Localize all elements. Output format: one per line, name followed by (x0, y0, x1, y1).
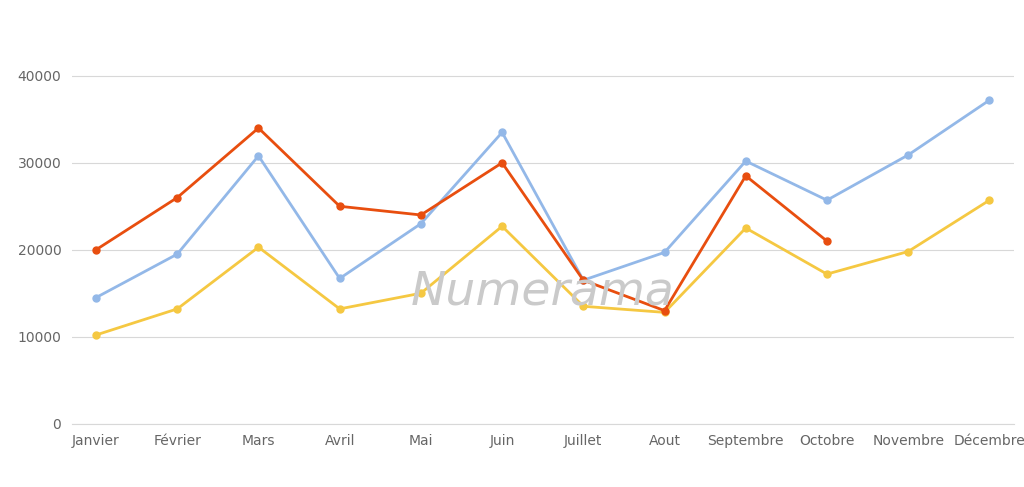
2023 (90, 295, 102, 300)
Line: 2024: 2024 (92, 125, 830, 314)
2023 (171, 251, 183, 257)
2022 (821, 271, 834, 277)
2024 (821, 238, 834, 244)
2024 (90, 247, 102, 253)
2022 (983, 197, 995, 203)
2022 (578, 303, 590, 309)
2024 (252, 125, 264, 131)
2024 (739, 173, 752, 179)
2023 (821, 197, 834, 203)
2022 (90, 332, 102, 338)
2022 (739, 225, 752, 231)
2023 (739, 158, 752, 164)
2022 (415, 290, 427, 296)
2022 (902, 248, 914, 254)
2024 (658, 308, 671, 314)
2024 (334, 204, 346, 209)
Text: Numerama: Numerama (411, 270, 675, 315)
2024 (171, 195, 183, 201)
2023 (334, 276, 346, 281)
2022 (171, 306, 183, 312)
Line: 2023: 2023 (92, 97, 993, 301)
Line: 2022: 2022 (92, 197, 993, 338)
2023 (252, 153, 264, 159)
2024 (578, 277, 590, 283)
2023 (902, 152, 914, 158)
2023 (983, 97, 995, 103)
2022 (658, 309, 671, 315)
2024 (415, 212, 427, 218)
2023 (578, 277, 590, 283)
2023 (496, 130, 508, 135)
2022 (496, 224, 508, 229)
2022 (252, 244, 264, 250)
2023 (658, 249, 671, 255)
2024 (496, 160, 508, 166)
2023 (415, 221, 427, 226)
2022 (334, 306, 346, 312)
